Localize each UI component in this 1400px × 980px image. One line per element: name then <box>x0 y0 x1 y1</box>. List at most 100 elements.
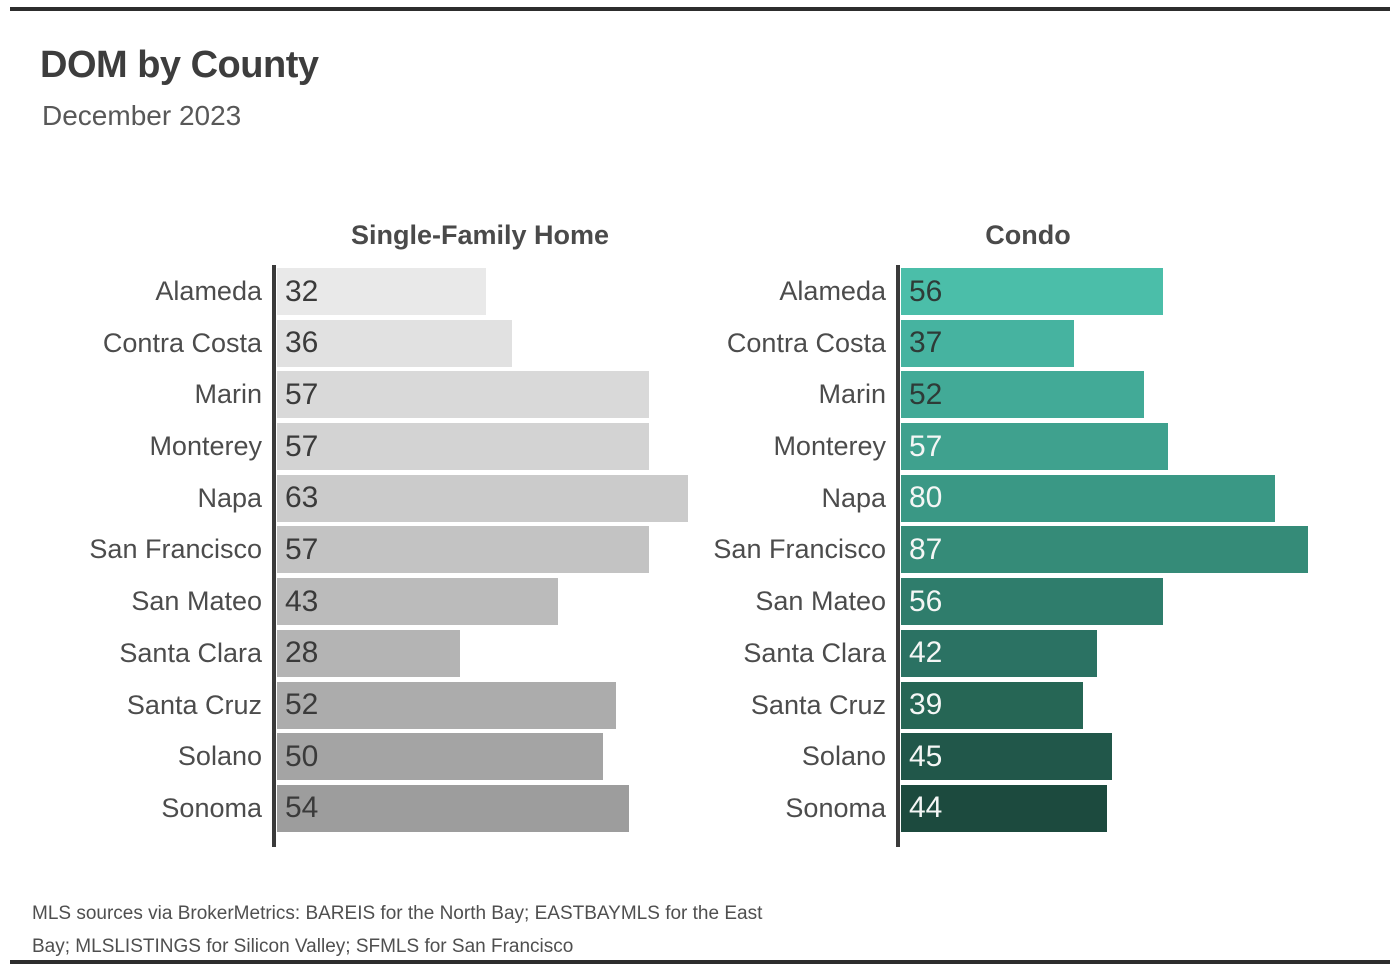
chart-row: Solano 50 <box>0 733 700 781</box>
chart-row: Monterey 57 <box>0 423 700 471</box>
value-label: 80 <box>909 481 943 515</box>
value-label: 87 <box>909 532 943 566</box>
category-label: Alameda <box>779 276 886 306</box>
chart-row: Solano 45 <box>624 733 1364 781</box>
bar: 36 <box>277 319 512 367</box>
chart-condo: Alameda 56 Contra Costa 37 Marin 52 Monterey 57… <box>624 265 1364 847</box>
category-label: Napa <box>821 482 886 513</box>
category-label: San Francisco <box>713 534 886 565</box>
chart-row: Sonoma 54 <box>0 784 700 832</box>
chart-row: Santa Clara 28 <box>0 629 700 677</box>
source-footnote-line: MLS sources via BrokerMetrics: BAREIS fo… <box>32 903 763 924</box>
value-label: 56 <box>909 274 943 308</box>
bar: 57 <box>277 423 649 471</box>
bar: 56 <box>901 268 1163 315</box>
chart-row: Sonoma 44 <box>624 784 1364 832</box>
category-label: Solano <box>177 741 262 772</box>
bar-rows-single-family: Alameda 32 Contra Costa 36 Marin 57 Monterey 57… <box>0 268 700 837</box>
value-label: 63 <box>285 481 319 515</box>
chart-row: Contra Costa 37 <box>624 319 1364 367</box>
chart-row: Napa 63 <box>0 474 700 522</box>
category-label: Contra Costa <box>726 327 886 358</box>
chart-row: Contra Costa 36 <box>0 319 700 367</box>
category-label: Monterey <box>149 431 262 462</box>
bar: 44 <box>901 784 1107 832</box>
value-label: 50 <box>285 739 319 773</box>
bar: 80 <box>901 474 1275 522</box>
page-title: DOM by County <box>40 44 319 86</box>
category-label: Santa Cruz <box>750 689 886 720</box>
category-label: Napa <box>197 482 262 513</box>
bar: 54 <box>277 784 629 832</box>
value-label: 37 <box>909 326 943 360</box>
value-label: 52 <box>909 377 943 411</box>
value-label: 57 <box>285 429 319 463</box>
bar: 39 <box>901 681 1083 729</box>
value-label: 39 <box>909 688 943 721</box>
chart-single-family: Alameda 32 Contra Costa 36 Marin 57 Monterey 57… <box>0 265 700 847</box>
source-footnote: MLS sources via BrokerMetrics: BAREIS fo… <box>32 897 762 964</box>
value-label: 57 <box>909 429 943 463</box>
category-label: Alameda <box>155 276 262 306</box>
value-label: 54 <box>285 791 319 825</box>
value-label: 45 <box>909 739 943 773</box>
bar: 56 <box>901 578 1163 626</box>
category-label: San Mateo <box>755 586 886 617</box>
y-axis-line <box>896 265 900 847</box>
top-rule <box>10 7 1390 11</box>
bar-rows-condo: Alameda 56 Contra Costa 37 Marin 52 Monterey 57… <box>624 268 1364 837</box>
bar: 87 <box>901 526 1308 574</box>
category-label: Santa Cruz <box>126 689 262 720</box>
bottom-rule <box>10 960 1390 964</box>
value-label: 52 <box>285 688 319 721</box>
category-label: Contra Costa <box>102 327 262 358</box>
category-label: Santa Clara <box>119 637 262 668</box>
bar: 52 <box>901 371 1144 419</box>
chart-row: Alameda 56 <box>624 268 1364 315</box>
value-label: 42 <box>909 636 943 670</box>
bar: 32 <box>277 268 486 315</box>
value-label: 43 <box>285 584 319 618</box>
chart-row: San Mateo 56 <box>624 578 1364 626</box>
value-label: 57 <box>285 377 319 411</box>
value-label: 57 <box>285 532 319 566</box>
y-axis-line <box>272 265 276 847</box>
chart-row: Alameda 32 <box>0 268 700 315</box>
category-label: San Francisco <box>89 534 262 565</box>
chart-row: Santa Clara 42 <box>624 629 1364 677</box>
chart-row: Santa Cruz 52 <box>0 681 700 729</box>
chart-row: San Francisco 87 <box>624 526 1364 574</box>
category-label: Marin <box>194 379 262 410</box>
value-label: 32 <box>285 274 319 308</box>
chart-row: Napa 80 <box>624 474 1364 522</box>
category-label: Monterey <box>773 431 886 462</box>
category-label: Marin <box>818 379 886 410</box>
bar: 28 <box>277 629 460 677</box>
value-label: 56 <box>909 584 943 618</box>
chart-row: Marin 57 <box>0 371 700 419</box>
bar: 45 <box>901 733 1112 781</box>
category-label: Sonoma <box>785 792 886 823</box>
chart-row: Monterey 57 <box>624 423 1364 471</box>
chart-row: San Mateo 43 <box>0 578 700 626</box>
value-label: 28 <box>285 636 319 670</box>
chart-title-single-family: Single-Family Home <box>350 220 610 250</box>
value-label: 44 <box>909 791 943 825</box>
bar: 52 <box>277 681 616 729</box>
category-label: Solano <box>801 741 886 772</box>
category-label: Santa Clara <box>743 637 886 668</box>
bar: 57 <box>277 526 649 574</box>
page-subtitle: December 2023 <box>42 100 242 131</box>
bar: 63 <box>277 474 688 522</box>
source-footnote-line: Bay; MLSLISTINGS for Silicon Valley; SFM… <box>32 936 574 958</box>
chart-row: Santa Cruz 39 <box>624 681 1364 729</box>
category-label: San Mateo <box>131 586 262 617</box>
chart-title-condo: Condo <box>985 220 1071 250</box>
category-label: Sonoma <box>161 792 262 823</box>
bar: 43 <box>277 578 558 626</box>
value-label: 36 <box>285 326 319 360</box>
bar: 57 <box>277 371 649 419</box>
chart-row: Marin 52 <box>624 371 1364 419</box>
bar: 42 <box>901 629 1097 677</box>
bar: 57 <box>901 423 1168 471</box>
